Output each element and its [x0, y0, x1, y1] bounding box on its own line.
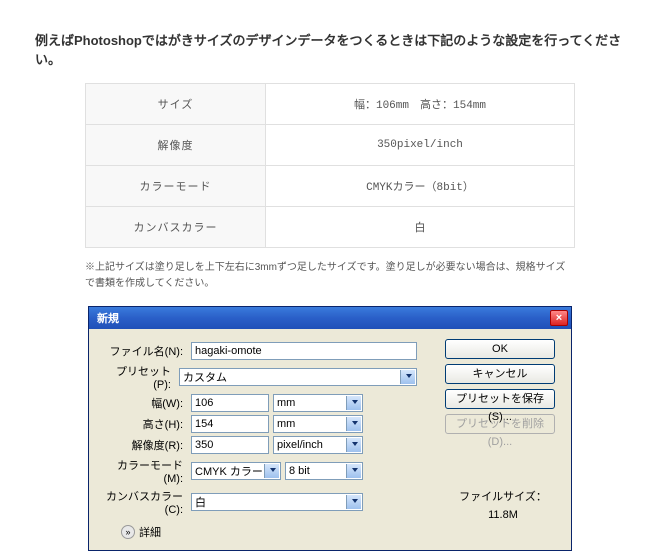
table-value-cell: 幅：106mm 高さ：154mm: [266, 84, 575, 125]
width-unit-select[interactable]: mm: [273, 394, 363, 412]
chevron-down-icon: [352, 442, 358, 446]
close-icon: ×: [556, 312, 562, 324]
canvascolor-label: カンバスカラー(C):: [99, 488, 187, 516]
filesize-label: ファイルサイズ：: [445, 489, 561, 507]
table-header-cell: サイズ: [86, 84, 266, 125]
preset-label: プリセット(P):: [99, 363, 175, 391]
dialog-titlebar[interactable]: 新規 ×: [89, 307, 571, 329]
height-label: 高さ(H):: [99, 416, 187, 432]
table-header-cell: 解像度: [86, 125, 266, 166]
resolution-input[interactable]: [191, 436, 269, 454]
preset-select[interactable]: カスタム: [179, 368, 417, 386]
table-value-cell: CMYKカラー（8bit）: [266, 166, 575, 207]
table-value-cell: 白: [266, 207, 575, 248]
table-header-cell: カンバスカラー: [86, 207, 266, 248]
ok-button[interactable]: OK: [445, 339, 555, 359]
details-toggle[interactable]: » 詳細: [99, 524, 439, 540]
colordepth-value: 8 bit: [289, 465, 310, 477]
expand-icon: »: [121, 525, 135, 539]
chevron-down-icon: [352, 499, 358, 503]
filesize-value: 11.8M: [445, 507, 561, 525]
dialog-title: 新規: [97, 310, 119, 326]
page-heading: 例えばPhotoshopではがきサイズのデザインデータをつくるときは下記のような…: [0, 0, 660, 83]
height-unit-value: mm: [277, 418, 295, 430]
cancel-button[interactable]: キャンセル: [445, 364, 555, 384]
chevron-down-icon: [270, 468, 276, 472]
save-preset-button[interactable]: プリセットを保存(S)...: [445, 389, 555, 409]
details-label: 詳細: [139, 524, 161, 540]
colormode-value: CMYK カラー: [195, 463, 263, 479]
delete-preset-button: プリセットを削除(D)...: [445, 414, 555, 434]
width-unit-value: mm: [277, 397, 295, 409]
chevron-down-icon: [352, 400, 358, 404]
table-row: カンバスカラー 白: [86, 207, 575, 248]
width-label: 幅(W):: [99, 395, 187, 411]
filename-input[interactable]: [191, 342, 417, 360]
canvascolor-value: 白: [195, 494, 206, 510]
note-text: ※上記サイズは塗り足しを上下左右に3mmずつ足したサイズです。塗り足しが必要ない…: [85, 260, 575, 292]
resolution-unit-select[interactable]: pixel/inch: [273, 436, 363, 454]
width-input[interactable]: [191, 394, 269, 412]
chevron-down-icon: [352, 421, 358, 425]
colormode-label: カラーモード(M):: [99, 457, 187, 485]
height-input[interactable]: [191, 415, 269, 433]
chevron-down-icon: [352, 468, 358, 472]
settings-table: サイズ 幅：106mm 高さ：154mm 解像度 350pixel/inch カ…: [85, 83, 575, 248]
table-header-cell: カラーモード: [86, 166, 266, 207]
height-unit-select[interactable]: mm: [273, 415, 363, 433]
resolution-unit-value: pixel/inch: [277, 439, 323, 451]
table-row: カラーモード CMYKカラー（8bit）: [86, 166, 575, 207]
table-row: サイズ 幅：106mm 高さ：154mm: [86, 84, 575, 125]
close-button[interactable]: ×: [550, 310, 568, 326]
canvascolor-select[interactable]: 白: [191, 493, 363, 511]
new-document-dialog: 新規 × ファイル名(N): プリセット(P): カスタム 幅(W): mm: [88, 306, 572, 551]
filesize-readout: ファイルサイズ： 11.8M: [445, 489, 561, 524]
chevron-down-icon: [406, 374, 412, 378]
preset-value: カスタム: [183, 369, 227, 385]
colordepth-select[interactable]: 8 bit: [285, 462, 363, 480]
table-value-cell: 350pixel/inch: [266, 125, 575, 166]
colormode-select[interactable]: CMYK カラー: [191, 462, 281, 480]
resolution-label: 解像度(R):: [99, 437, 187, 453]
table-row: 解像度 350pixel/inch: [86, 125, 575, 166]
filename-label: ファイル名(N):: [99, 343, 187, 359]
